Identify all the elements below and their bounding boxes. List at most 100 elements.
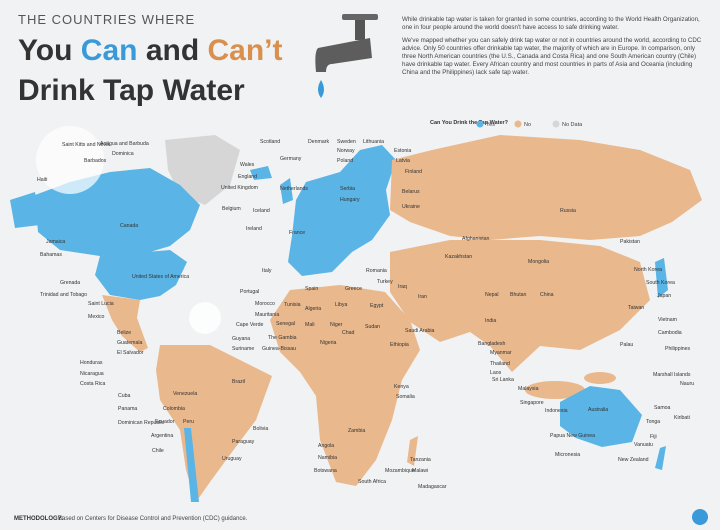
country-label: Estonia [394,148,411,154]
country-label: Venezuela [173,391,197,397]
europe [288,145,396,276]
country-label: Afghanistan [462,236,490,242]
country-label: Myanmar [490,350,512,356]
country-label: Canada [120,223,138,229]
country-label: Uruguay [222,456,242,462]
country-label: North Korea [634,267,662,273]
legend-label: No [524,122,531,128]
country-label: Jamaica [46,239,65,245]
country-label: England [238,174,257,180]
country-label: Antigua and Barbuda [100,141,149,147]
country-label: Turkey [377,279,393,285]
japan [655,258,668,298]
asia [390,240,650,372]
country-label: Germany [280,156,302,162]
country-label: Belarus [402,189,420,195]
south-america [156,345,272,502]
country-label: Mauritania [255,312,279,318]
country-label: Chad [342,330,355,336]
country-label: France [289,230,305,236]
country-label: Bhutan [510,292,527,298]
country-label: Iceland [253,208,270,214]
country-label: Guyana [232,336,250,342]
country-label: Chile [152,448,164,454]
country-label: New Zealand [618,457,649,463]
country-label: United States of America [132,274,189,280]
country-label: Bangladesh [478,341,506,347]
country-label: Poland [337,158,353,164]
country-label: Guatemala [117,340,142,346]
country-label: Tanzania [410,457,431,463]
country-label: Vietnam [658,317,677,323]
country-label: Algeria [305,306,321,312]
country-label: Egypt [370,303,384,309]
country-label: Grenada [60,280,80,286]
country-label: Ireland [246,226,262,232]
country-label: Barbados [84,158,107,164]
country-label: Ethiopia [390,342,409,348]
title-line1: You Can and Can’t [18,34,283,67]
country-label: Panama [118,406,137,412]
country-label: Greece [345,286,362,292]
mexico-central-america [102,295,148,352]
country-label: Suriname [232,346,254,352]
legend-swatch [552,120,560,128]
country-label: Kazakhstan [445,254,472,260]
country-label: Morocco [255,301,275,307]
tap-icon [315,14,378,98]
iceland [250,166,272,180]
legend-swatch [476,120,484,128]
country-label: Mali [305,322,315,328]
country-label: Malaysia [518,386,539,392]
intro-paragraph: We've mapped whether you can safely drin… [402,37,702,76]
country-label: Tonga [646,419,660,425]
country-label: El Salvador [117,350,144,356]
country-label: Wales [240,162,255,168]
country-label: Haiti [37,177,47,183]
legend-title: Can You Drink the Tap Water? [430,120,509,126]
country-label: Guinea-Bissau [262,346,296,352]
country-label: China [540,292,554,298]
country-label: United Kingdom [221,185,258,191]
country-label: Brazil [232,379,245,385]
country-label: Laos [490,370,502,376]
new-zealand [655,446,666,470]
country-label: Indonesia [545,408,568,414]
country-label: Dominican Republic [118,420,165,426]
country-label: Spain [305,286,318,292]
country-label: Madagascar [418,484,447,490]
legend-label: No Data [562,122,583,128]
country-label: Palau [620,342,633,348]
country-label: South Africa [358,479,386,485]
continents [10,126,702,502]
legend-label: Yes [486,122,495,128]
title-and: and [146,34,199,67]
country-label: Thailand [490,361,510,367]
country-label: Paraguay [232,439,255,445]
country-label: Dominica [112,151,134,157]
country-label: Samoa [654,405,671,411]
country-label: Ecuador [155,419,175,425]
country-label: Fiji [650,434,657,440]
country-label: Netherlands [280,186,308,192]
russia [390,135,702,240]
country-label: Norway [337,148,355,154]
legend-swatch [514,120,522,128]
country-label: Russia [560,208,576,214]
country-label: Cambodia [658,330,682,336]
kicker: THE COUNTRIES WHERE [18,12,195,27]
country-label: Vanuatu [634,442,653,448]
title-you: You [18,34,72,67]
country-label: Mongolia [528,259,549,265]
country-label: Kenya [394,384,409,390]
country-label: Trinidad and Tobago [40,292,87,298]
chile [184,428,199,502]
callout-caribbean [36,126,104,194]
country-label: Peru [183,419,194,425]
intro-paragraph: While drinkable tap water is taken for g… [402,16,700,31]
country-label: Belgium [222,206,241,212]
country-label: Zambia [348,428,365,434]
country-label: Namibia [318,455,337,461]
country-label: Finland [405,169,422,175]
